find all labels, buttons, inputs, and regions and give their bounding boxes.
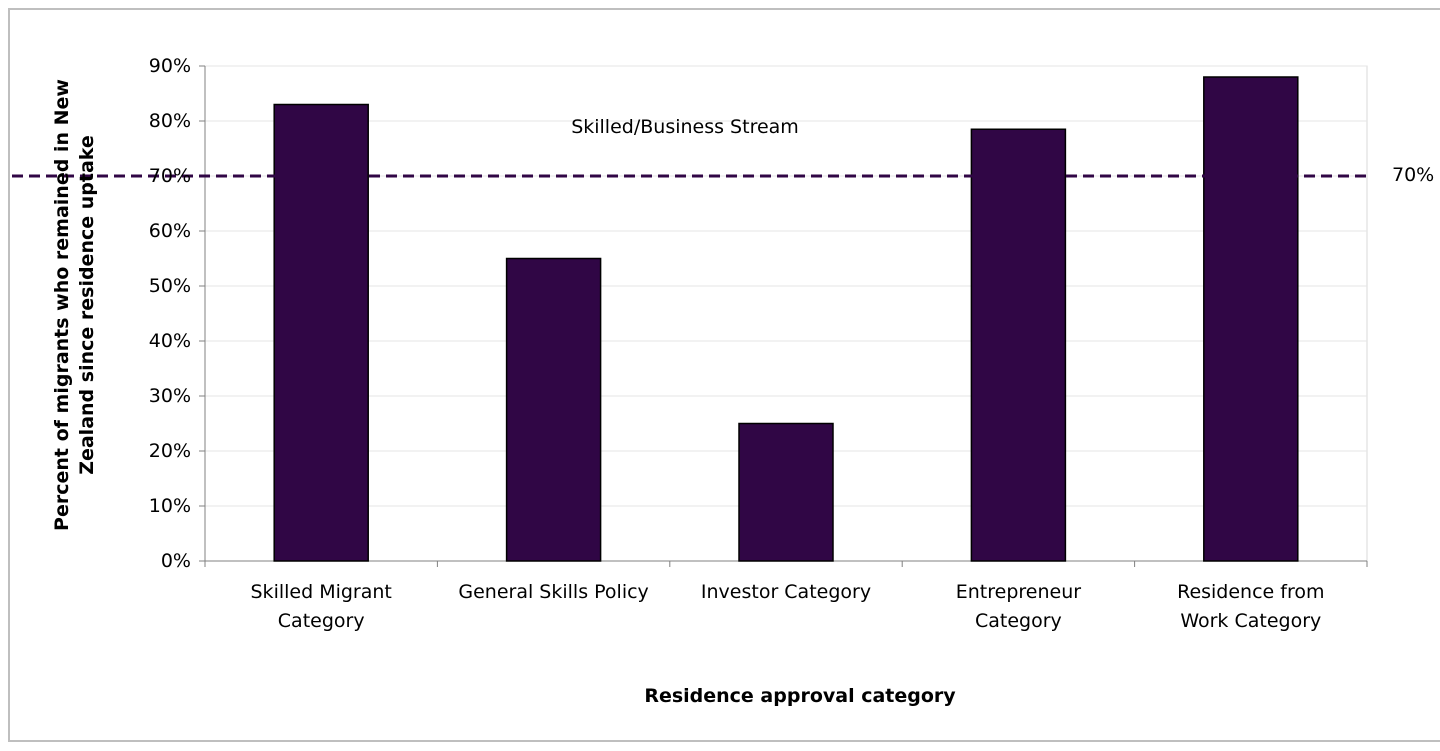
x-axis-title: Residence approval category (644, 685, 956, 707)
y-tick-label: 50% (148, 275, 191, 297)
x-tick-label: Skilled Migrant Category (250, 581, 392, 632)
y-tick-label: 40% (148, 330, 191, 352)
reference-label: 70% (1392, 164, 1435, 186)
bar (273, 103, 369, 562)
y-tick-label: 0% (160, 550, 191, 572)
y-tick-label: 30% (148, 385, 191, 407)
y-tick-label: 10% (148, 495, 191, 517)
x-tick-label: Investor Category (700, 581, 872, 603)
y-tick-label: 60% (148, 220, 191, 242)
chart-frame (8, 8, 1440, 742)
x-tick-label: Entrepreneur Category (955, 581, 1082, 632)
bar (1203, 76, 1299, 562)
x-tick-label: Residence from Work Category (1177, 581, 1325, 632)
bar (970, 128, 1067, 562)
y-tick-label: 70% (148, 165, 191, 187)
bar (505, 257, 602, 562)
annotation: Skilled/Business Stream (571, 116, 799, 138)
bar (738, 422, 834, 562)
x-tick-label: General Skills Policy (458, 581, 649, 603)
y-tick-label: 90% (148, 55, 191, 77)
y-tick-label: 80% (148, 110, 191, 132)
y-tick-label: 20% (148, 440, 191, 462)
y-axis-title: Percent of migrants who remained in New … (51, 79, 98, 531)
